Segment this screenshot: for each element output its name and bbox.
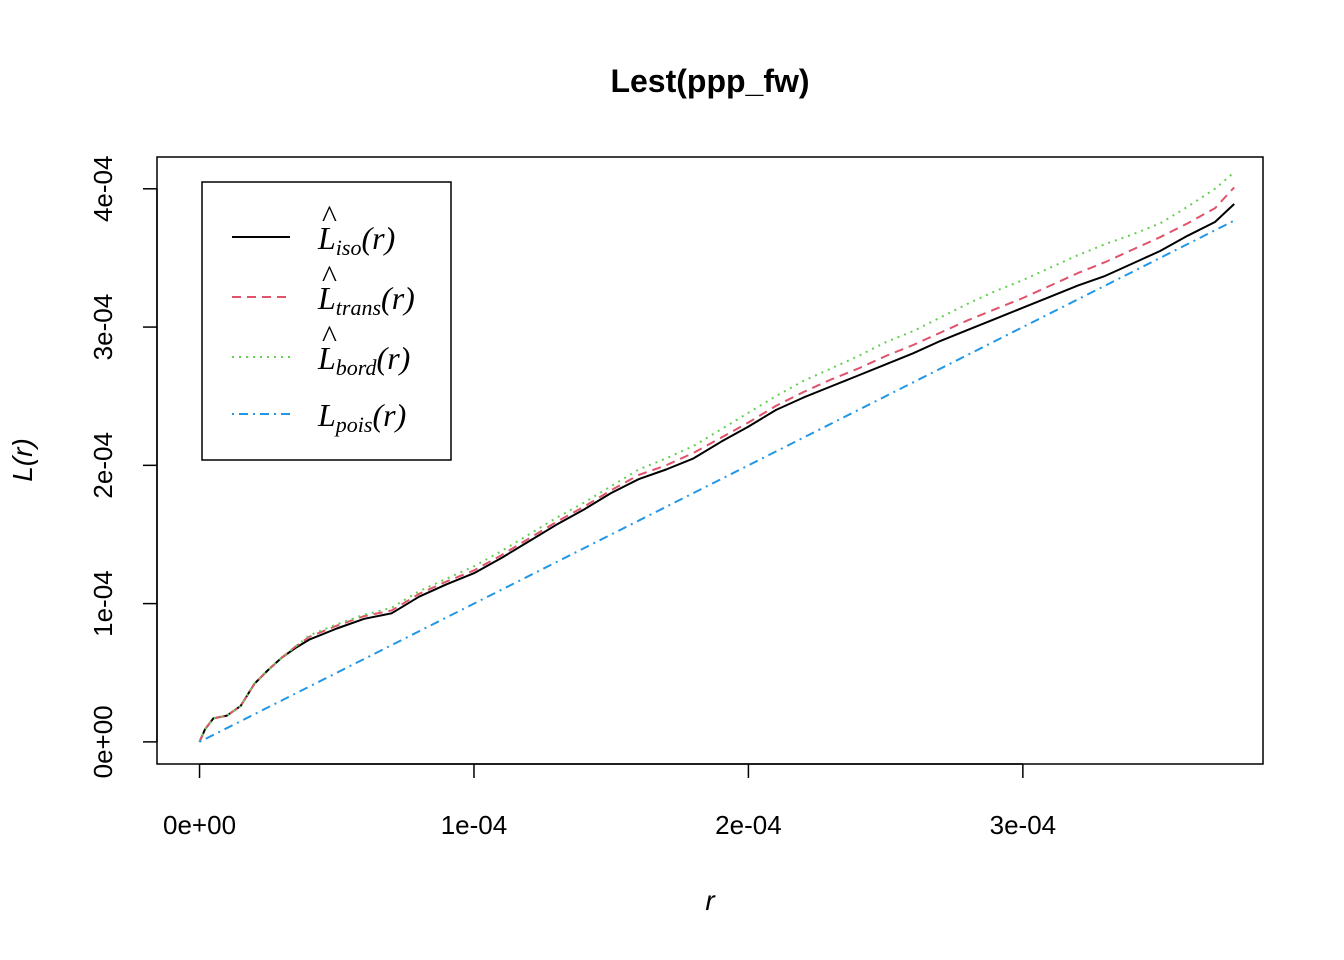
legend-hat: ^ — [321, 198, 337, 234]
legend-label: Lpois(r) — [317, 397, 406, 437]
x-tick-label: 2e-04 — [715, 810, 782, 840]
y-tick-label: 1e-04 — [88, 570, 118, 637]
y-axis: 0e+00 1e-04 2e-04 3e-04 4e-04 — [88, 156, 158, 778]
x-axis-label: r — [705, 885, 716, 916]
y-tick-label: 0e+00 — [88, 705, 118, 778]
x-axis: 0e+00 1e-04 2e-04 3e-04 — [163, 763, 1057, 840]
x-tick-label: 1e-04 — [441, 810, 508, 840]
series-layer — [198, 171, 1235, 743]
chart-title: Lest(ppp_fw) — [610, 63, 809, 99]
y-tick-label: 2e-04 — [88, 432, 118, 499]
legend: Liso(r)^Ltrans(r)^Lbord(r)^Lpois(r) — [201, 181, 452, 461]
x-tick-label: 0e+00 — [163, 810, 236, 840]
series-line-pois — [199, 219, 1235, 743]
y-tick-label: 3e-04 — [88, 294, 118, 361]
legend-label: Liso(r) — [317, 220, 395, 260]
legend-item-iso: Liso(r)^ — [317, 198, 395, 260]
legend-item-pois: Lpois(r) — [317, 397, 406, 437]
legend-item-bord: Lbord(r)^ — [317, 318, 410, 380]
y-axis-label: L(r) — [7, 438, 38, 482]
series-line-trans — [198, 186, 1235, 743]
legend-label: Lbord(r) — [317, 340, 410, 380]
legend-item-trans: Ltrans(r)^ — [317, 258, 415, 320]
legend-hat: ^ — [321, 318, 337, 354]
legend-hat: ^ — [321, 258, 337, 294]
y-tick-label: 4e-04 — [88, 156, 118, 223]
legend-label: Ltrans(r) — [317, 280, 415, 320]
x-tick-label: 3e-04 — [990, 810, 1057, 840]
